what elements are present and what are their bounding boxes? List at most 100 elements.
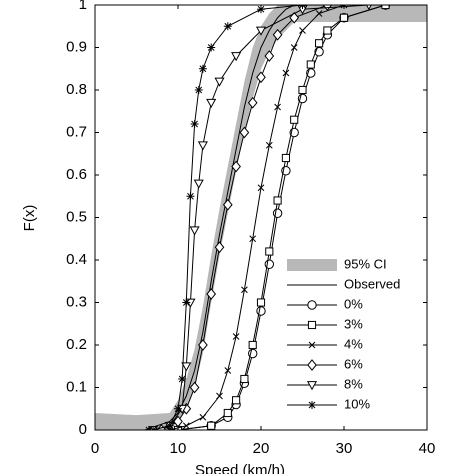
marker — [247, 96, 258, 109]
line — [169, 5, 345, 430]
marker — [224, 367, 232, 374]
y-tick-label: 0.3 — [66, 293, 87, 310]
y-tick-label: 0 — [79, 421, 87, 438]
x-tick-label: 10 — [170, 440, 187, 457]
marker — [306, 381, 318, 391]
y-tick-label: 0.7 — [66, 123, 87, 140]
marker — [232, 396, 241, 405]
marker — [194, 86, 203, 94]
y-tick-label: 0.4 — [66, 251, 87, 268]
marker — [290, 115, 299, 124]
marker — [239, 126, 250, 139]
x-axis-label: Speed (km/h) — [195, 462, 285, 474]
marker — [199, 413, 207, 421]
y-tick-label: 0.2 — [66, 336, 87, 353]
marker — [241, 286, 248, 294]
marker — [339, 13, 349, 22]
marker — [298, 85, 307, 95]
marker — [381, 5, 390, 10]
marker — [214, 77, 225, 87]
marker — [299, 27, 306, 34]
y-tick-label: 0.8 — [66, 81, 87, 98]
marker — [307, 320, 317, 330]
marker — [197, 141, 208, 151]
marker — [307, 300, 317, 310]
line — [144, 5, 295, 430]
line — [161, 5, 328, 430]
legend-label: 3% — [344, 316, 363, 331]
marker — [181, 362, 192, 372]
marker — [273, 196, 282, 205]
legend: 95% CI Observed 0% 3% 4% 6% 8% 10% — [287, 256, 400, 411]
marker — [223, 22, 232, 31]
y-tick-label: 0.1 — [66, 378, 87, 395]
line — [152, 5, 369, 430]
legend-label: 6% — [344, 356, 363, 371]
legend-label: 95% CI — [344, 256, 387, 271]
marker — [308, 401, 316, 409]
marker — [282, 69, 290, 77]
y-tick-label: 0.5 — [66, 208, 87, 225]
marker — [272, 28, 283, 41]
marker — [255, 26, 267, 36]
y-tick-label: 0.6 — [66, 166, 87, 183]
legend-label: 4% — [344, 336, 363, 351]
x-tick-label: 40 — [419, 440, 436, 457]
line — [148, 5, 303, 430]
marker — [231, 52, 242, 62]
marker — [256, 306, 266, 316]
legend-label: 10% — [344, 396, 370, 411]
marker — [256, 71, 266, 84]
marker — [174, 404, 182, 413]
marker — [281, 153, 290, 163]
marker — [249, 235, 257, 243]
marker — [207, 43, 216, 52]
marker — [190, 120, 199, 128]
marker — [265, 247, 274, 256]
marker — [240, 374, 249, 384]
marker — [248, 340, 257, 350]
marker — [257, 5, 265, 14]
marker — [315, 39, 324, 48]
marker — [189, 226, 200, 236]
y-tick-label: 1 — [79, 0, 87, 13]
marker — [165, 421, 174, 430]
y-tick-label: 0.9 — [66, 38, 87, 55]
marker — [214, 241, 225, 254]
marker — [216, 392, 223, 400]
marker — [189, 381, 200, 394]
legend-label: 0% — [344, 296, 363, 311]
marker — [182, 298, 191, 307]
marker — [186, 192, 195, 201]
marker — [289, 11, 300, 24]
marker — [178, 375, 187, 383]
marker — [306, 60, 315, 69]
marker — [264, 50, 275, 62]
marker — [207, 421, 216, 430]
ci-band — [95, 5, 427, 430]
y-axis-label: F(x) — [21, 205, 38, 232]
marker — [290, 44, 298, 51]
marker — [182, 422, 190, 430]
marker — [257, 184, 265, 192]
x-tick-label: 30 — [336, 440, 353, 457]
marker — [256, 298, 266, 307]
legend-label: 8% — [344, 376, 363, 391]
marker — [308, 341, 316, 349]
x-tick-label: 0 — [91, 440, 99, 457]
marker — [274, 103, 281, 111]
marker — [232, 333, 240, 340]
x-tick-label: 20 — [253, 440, 270, 457]
marker — [193, 179, 204, 189]
marker — [307, 359, 317, 371]
legend-swatch — [287, 259, 337, 271]
marker — [315, 10, 323, 17]
marker — [198, 64, 207, 73]
marker — [206, 288, 217, 300]
marker — [206, 98, 217, 108]
plot-area — [95, 5, 427, 430]
marker — [231, 160, 241, 173]
marker — [198, 339, 208, 351]
marker — [222, 198, 233, 211]
marker — [265, 141, 273, 149]
